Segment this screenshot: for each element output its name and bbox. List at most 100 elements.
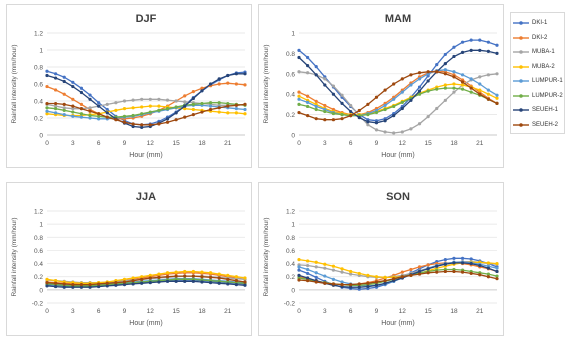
x-tick-label: 18 [450,140,458,147]
data-point [400,130,404,134]
data-point [79,283,84,287]
data-point [314,99,318,103]
data-point [374,128,379,132]
data-point [165,275,170,279]
x-tick-label: 0 [45,140,49,147]
data-point [157,280,161,284]
data-point [45,109,49,113]
data-point [226,282,230,286]
data-point [452,86,456,90]
data-point [105,281,109,285]
data-point [183,274,187,278]
data-point [486,92,490,96]
legend-label: LUMPUR-2 [532,92,563,99]
data-point [122,120,127,124]
data-point [306,259,310,263]
data-point [140,275,144,279]
y-tick-label: 0 [39,287,43,294]
data-point [383,119,387,123]
x-axis-label: Hour (mm) [129,320,162,327]
data-point [495,43,499,47]
data-point [340,113,344,117]
data-point [297,258,301,262]
data-point [323,109,327,114]
y-tick-label: 1.2 [34,209,43,216]
data-point [217,110,221,114]
x-tick-label: 0 [45,308,49,315]
data-point [349,283,353,287]
data-point [374,95,379,99]
data-point [297,273,301,277]
data-point [62,92,66,96]
data-point [469,86,473,90]
series-seueh-2 [297,70,499,122]
data-point [54,111,58,115]
data-point [165,271,170,275]
data-point [478,92,482,96]
data-point [174,99,178,103]
data-point [383,103,387,108]
chart-jja: JJA -0.2 0 0.2 0.4 0.6 0.8 1 1.2 0 3 6 9 12 15 18 21 Hour… [6,182,252,336]
data-point [460,261,465,265]
data-point [54,284,58,289]
series-seueh-1 [297,48,499,125]
legend-swatch [513,21,529,25]
x-axis-label: Hour (mm) [129,152,162,159]
data-point [140,112,144,116]
data-point [217,77,221,81]
data-point [426,267,430,271]
data-point [165,117,170,121]
data-point [200,110,204,114]
data-point [157,97,161,101]
data-point [357,285,361,289]
data-point [460,73,465,77]
data-point [79,90,84,95]
data-point [297,102,301,106]
data-point [357,116,361,120]
series-seueh-2 [45,101,247,127]
data-point [478,273,482,277]
data-point [486,266,490,270]
data-point [217,276,221,280]
chart-title: SON [386,191,410,203]
y-tick-label: 1 [291,31,295,38]
x-tick-label: 12 [147,140,155,147]
data-point [392,131,396,135]
data-point [174,105,178,109]
data-point [306,267,310,272]
data-point [392,104,396,109]
data-point [54,76,58,80]
data-point [200,280,204,284]
data-point [97,284,101,289]
data-point [183,104,187,108]
data-point [200,101,204,106]
data-point [183,115,187,119]
data-point [417,85,422,89]
legend-item: LUMPUR-1 [513,75,564,89]
legend-swatch [513,50,529,54]
data-point [469,48,473,52]
data-point [331,282,336,286]
data-point [88,113,92,118]
y-tick-label: 0 [39,133,43,140]
data-point [460,87,465,91]
data-point [314,275,318,279]
data-point [45,69,49,73]
data-point [79,115,84,119]
data-point [383,275,387,279]
x-axis-label: Hour (mm) [381,152,414,159]
data-point [306,71,310,75]
data-point [314,104,318,109]
data-point [417,89,422,93]
data-point [426,79,430,83]
legend-swatch [513,64,529,69]
data-point [297,97,301,101]
data-point [88,285,92,289]
data-point [297,55,301,60]
data-point [469,38,473,42]
chart-title: MAM [385,13,411,25]
data-point [71,80,75,84]
data-point [469,261,473,266]
data-point [374,275,379,279]
data-point [417,272,422,276]
